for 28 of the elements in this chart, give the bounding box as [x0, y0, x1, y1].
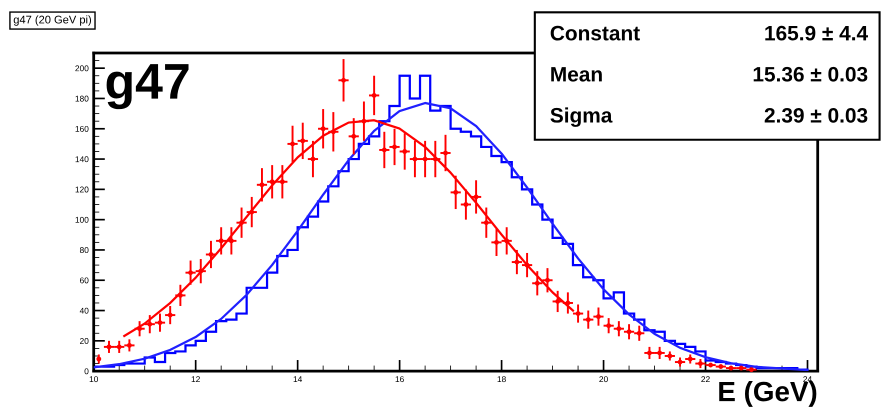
x-tick-label: 10 [90, 376, 98, 382]
y-tick-label: 160 [76, 126, 89, 132]
text: 165.9 ± 4.4 [765, 26, 868, 41]
annotation: 2.39 ± 0.03 [764, 108, 868, 123]
x-tick-label: 24 [803, 376, 812, 382]
annotation: Sigma [550, 107, 612, 127]
x-tick-label: 18 [498, 376, 506, 382]
y-tick-label: 180 [76, 96, 89, 102]
y-tick-label: 60 [80, 277, 89, 284]
x-tick-label: 20 [599, 376, 608, 382]
annotation: 15.36 ± 0.03 [754, 66, 868, 82]
y-tick-label: 200 [75, 65, 89, 72]
y-tick-label: 80 [80, 247, 89, 254]
y-tick-label: 0 [84, 368, 89, 374]
x-tick-label: 16 [396, 376, 404, 382]
y-tick-label: 120 [76, 186, 89, 192]
x-tick-label: 14 [294, 376, 302, 382]
x-tick-label: 22 [701, 376, 710, 382]
chart-title: g47 (20 GeV pi) [14, 15, 92, 26]
x-axis-title: E (GeV) [719, 380, 816, 407]
y-tick-label: 40 [80, 308, 89, 314]
y-tick-label: 140 [76, 156, 89, 162]
y-tick-label: 100 [76, 216, 89, 223]
x-tick-label: 12 [192, 376, 200, 382]
y-tick-label: 20 [80, 338, 89, 344]
annotation: g47 [106, 64, 189, 110]
annotation: Mean [551, 67, 602, 82]
text: Constant [550, 26, 640, 41]
